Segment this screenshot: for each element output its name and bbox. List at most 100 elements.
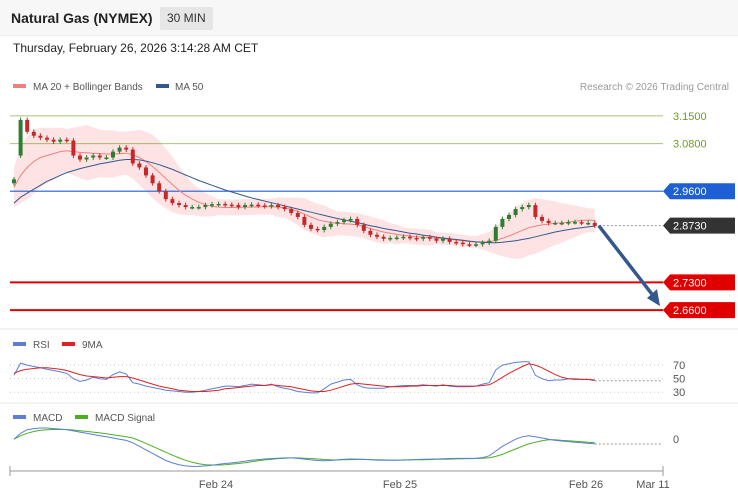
candle-body (111, 151, 115, 158)
macd-zero-label: 0 (673, 434, 679, 446)
candle-body (546, 220, 551, 223)
candle-body (507, 214, 511, 219)
candle-body (540, 216, 544, 221)
candle-body (183, 205, 188, 208)
resistance-level-label: 3.1500 (673, 111, 707, 123)
candle-body (58, 139, 63, 142)
candle-body (328, 223, 333, 227)
ma20-legend-swatch (13, 84, 26, 88)
timeframe-button[interactable]: 30 MIN (160, 7, 213, 30)
candle-body (474, 244, 478, 246)
candle-body (45, 137, 49, 140)
candle-body (427, 237, 432, 239)
candle-body (144, 167, 148, 176)
candle-body (295, 213, 300, 217)
time-axis: Feb 24 Feb 25 Feb 26 Mar 11 (9, 466, 670, 491)
time-axis-tick-label: Feb 25 (383, 479, 417, 491)
candle-body (243, 205, 247, 208)
candle-body (513, 209, 518, 215)
legends: MA 20 + Bollinger Bands MA 50 Research © 2… (13, 82, 729, 424)
candle-body (31, 131, 36, 136)
rsi-line (13, 361, 595, 394)
candle-body (401, 236, 406, 239)
projection-arrow-head (647, 289, 660, 307)
resistance-level-label: 3.0800 (673, 139, 707, 151)
candle-body (592, 222, 597, 226)
candle-body (177, 203, 181, 206)
time-axis-tick-label: Feb 24 (199, 479, 233, 491)
candle-body (467, 244, 472, 246)
candle-body (355, 218, 360, 225)
candle-body (381, 236, 386, 239)
candle-body (170, 199, 175, 204)
rsi-reference-label: 30 (673, 387, 685, 399)
candle-body (150, 175, 155, 184)
rsi-reference-label: 50 (673, 374, 685, 386)
candle-body (335, 222, 340, 224)
candle-body (38, 135, 43, 138)
research-credit: Research © 2026 Trading Central (580, 82, 729, 93)
candle-body (130, 149, 135, 164)
macd-signal-legend-label: MACD Signal (95, 413, 155, 424)
candle-body (348, 218, 353, 221)
macd-panel: 0 (13, 427, 679, 467)
candle-body (84, 157, 89, 160)
rsi-ma-line (13, 363, 595, 392)
candle-body (223, 203, 228, 206)
instrument-title: Natural Gas (NYMEX) (11, 10, 153, 26)
candle-body (586, 222, 591, 225)
rsi-legend-swatch (13, 342, 26, 346)
candle-body (573, 222, 577, 224)
candle-body (190, 207, 195, 209)
candle-body (368, 230, 373, 235)
candle-body (104, 157, 109, 160)
candle-body (216, 203, 221, 206)
candle-body (282, 207, 287, 210)
time-axis-tick-label: Feb 26 (569, 479, 603, 491)
candle-body (388, 237, 393, 240)
last-level-tag (663, 217, 735, 234)
macd-signal-line (13, 428, 595, 466)
candle-body (526, 205, 531, 208)
candle-body (441, 238, 445, 241)
ma50-legend-label: MA 50 (175, 82, 204, 93)
macd-legend-swatch (13, 415, 26, 419)
candle-body (414, 237, 419, 240)
candle-body (276, 205, 280, 208)
candle-body (500, 218, 505, 227)
candle-body (64, 139, 69, 142)
candle-body (309, 224, 313, 229)
candle-body (97, 155, 102, 158)
candle-body (117, 147, 122, 152)
candle-body (91, 155, 96, 158)
chart-header: Natural Gas (NYMEX) 30 MIN (0, 0, 738, 36)
ma50-line (13, 159, 595, 244)
candle-body (256, 204, 261, 207)
macd-signal-legend-swatch (75, 415, 88, 419)
candle-body (480, 242, 485, 245)
candle-body (533, 205, 538, 217)
candle-body (163, 191, 168, 200)
candle-body (51, 139, 56, 142)
price-panel: 3.1500 3.0800 2.9600 2.8730 2.7300 2.6600 (10, 111, 735, 319)
timestamp: Thursday, February 26, 2026 3:14:28 AM C… (13, 41, 259, 55)
time-axis-tick-label: Mar 11 (636, 479, 669, 491)
candle-body (394, 237, 399, 240)
bollinger-band (14, 125, 595, 259)
ma50-legend-swatch (156, 84, 169, 88)
candle-body (229, 204, 234, 207)
macd-line (13, 427, 595, 467)
candle-body (579, 222, 584, 224)
support-level-tag (663, 302, 735, 319)
candle-body (78, 155, 82, 160)
last-level-label: 2.8730 (673, 221, 707, 233)
candle-body (487, 240, 492, 243)
candle-body (434, 238, 439, 241)
macd-legend-label: MACD (33, 413, 62, 424)
candle-body (566, 222, 571, 224)
candle-body (25, 119, 30, 132)
candle-body (361, 224, 366, 231)
candle-body (18, 119, 23, 156)
